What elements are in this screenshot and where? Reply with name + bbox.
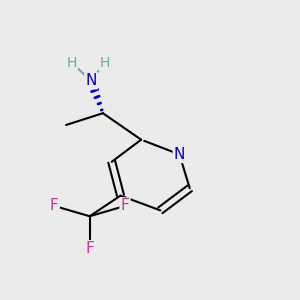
Text: F: F: [85, 241, 94, 256]
Text: N: N: [85, 73, 97, 88]
Text: N: N: [174, 147, 185, 162]
Text: F: F: [50, 198, 59, 213]
Text: H: H: [99, 56, 110, 70]
Text: H: H: [67, 56, 77, 70]
Text: F: F: [121, 198, 129, 213]
